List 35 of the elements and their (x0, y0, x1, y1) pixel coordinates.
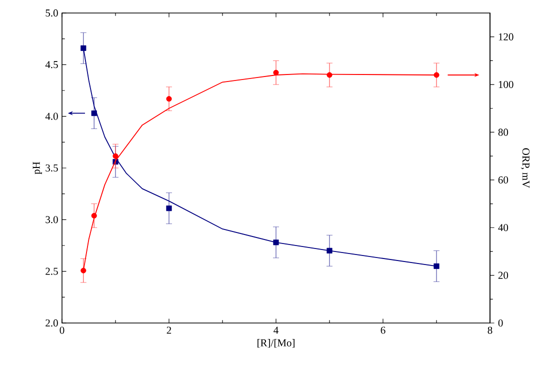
y-axis-title: pH (32, 162, 42, 174)
point (112, 153, 118, 159)
x-axis-title: [R]/[Mo] (258, 338, 294, 348)
y2-tick-label: 100 (498, 80, 514, 88)
point (326, 72, 332, 78)
y2-tick-label: 60 (498, 176, 508, 184)
point (326, 248, 332, 254)
y-tick-label: 3.0 (46, 216, 58, 224)
y-tick-label: 2.5 (46, 268, 58, 275)
point (80, 268, 86, 274)
point (80, 45, 86, 51)
y-tick-label: 2.0 (46, 319, 58, 327)
x-tick-label: 2 (166, 326, 172, 334)
y-tick-label: 4.0 (45, 112, 58, 120)
point (434, 263, 440, 269)
x-tick-label: 6 (380, 326, 386, 334)
y-tick-label: 4.5 (45, 61, 58, 68)
y-tick-label: 3.5 (46, 164, 58, 172)
point (91, 212, 97, 218)
point (91, 110, 97, 116)
point (434, 72, 440, 78)
point (166, 206, 172, 212)
y2-axis-title: ORP, mV (520, 148, 530, 188)
y-tick-label: 5.0 (46, 9, 58, 17)
y2-tick-label: 120 (498, 33, 514, 40)
point (273, 240, 279, 246)
x-tick-label: 0 (60, 326, 64, 334)
point (273, 70, 279, 76)
x-tick-label: 4 (274, 326, 278, 334)
y2-tick-label: 0 (498, 319, 503, 327)
x-tick-label: 8 (488, 326, 492, 334)
y2-tick-label: 40 (498, 224, 508, 232)
point (166, 96, 172, 102)
y2-tick-label: 80 (498, 128, 508, 136)
y2-tick-label: 20 (498, 272, 508, 279)
